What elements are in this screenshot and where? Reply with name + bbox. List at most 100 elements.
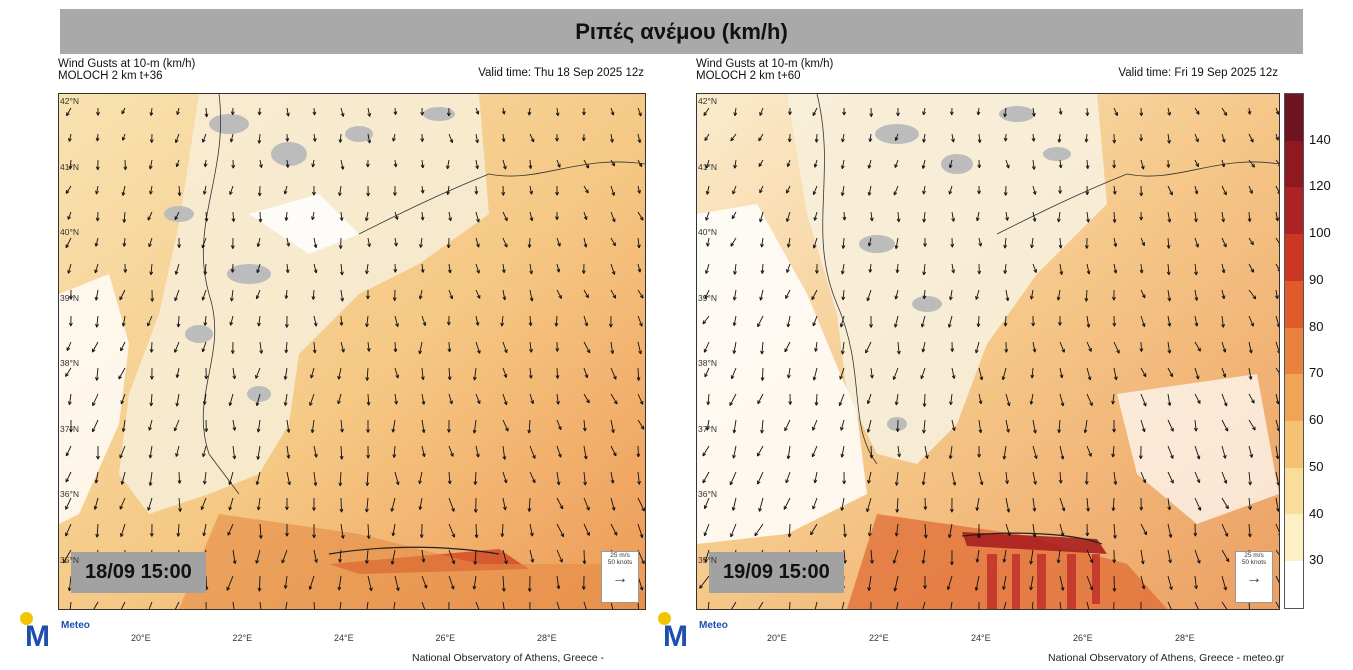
- wind-arrow: [1113, 211, 1116, 223]
- wind-arrow: [1248, 107, 1251, 115]
- wind-arrow: [1005, 289, 1009, 301]
- colorbar-swatch: [1285, 187, 1303, 235]
- colorbar-swatch: [1285, 561, 1303, 608]
- wind-arrow-head: [1194, 190, 1199, 195]
- wind-arrow: [1248, 289, 1257, 300]
- wind-arrow: [256, 263, 261, 273]
- wind-arrow-head: [1002, 558, 1007, 563]
- wind-arrow-head: [978, 429, 983, 434]
- wind-arrow: [92, 393, 99, 406]
- wind-arrow: [313, 471, 317, 486]
- wind-arrow-head: [147, 216, 152, 221]
- wind-arrow-head: [418, 350, 423, 355]
- wind-arrow: [556, 497, 564, 510]
- colorbar-swatch: [1285, 421, 1303, 468]
- wind-arrow: [149, 445, 153, 459]
- wind-arrow: [704, 549, 710, 563]
- wind-arrow-head: [283, 585, 288, 589]
- wind-arrow-head: [1224, 532, 1229, 537]
- wind-arrow-head: [1003, 137, 1008, 142]
- wind-arrow: [951, 471, 956, 486]
- colorbar-label: 100: [1309, 225, 1331, 241]
- wind-arrow-head: [1250, 241, 1254, 246]
- wind-arrow-head: [946, 586, 951, 590]
- wind-arrow: [787, 315, 791, 328]
- wind-arrow-head: [556, 268, 561, 273]
- wind-arrow-head: [812, 244, 817, 249]
- wind-arrow: [1221, 367, 1226, 378]
- wind-arrow-head: [1031, 166, 1036, 170]
- wind-arrow: [893, 185, 899, 196]
- wind-arrow-head: [339, 508, 344, 513]
- wind-arrow-head: [1250, 138, 1254, 143]
- wind-arrow: [149, 159, 153, 170]
- wind-arrow-head: [529, 532, 534, 537]
- wind-arrow: [733, 315, 737, 326]
- wind-arrow-head: [177, 480, 182, 484]
- wind-arrow-head: [610, 350, 615, 354]
- wind-arrow: [787, 445, 791, 459]
- wind-arrow: [1221, 393, 1228, 407]
- wind-arrow: [1057, 549, 1061, 564]
- lon-label: 22°E: [232, 633, 253, 643]
- wind-arrow-head: [974, 586, 979, 591]
- panel-1-legend-speed: 25 m/s: [610, 552, 630, 559]
- wind-arrow: [1275, 367, 1279, 374]
- wind-arrow: [502, 471, 507, 484]
- panel-1-legend-knots: 50 knots: [607, 559, 633, 566]
- wind-arrow: [868, 185, 872, 196]
- wind-arrow-head: [286, 112, 290, 117]
- wind-arrow: [1032, 445, 1038, 459]
- wind-arrow-head: [1250, 322, 1254, 327]
- wind-arrow: [759, 107, 764, 116]
- wind-arrow-head: [420, 138, 425, 142]
- wind-arrow: [787, 237, 791, 248]
- wind-arrow: [122, 315, 126, 327]
- wind-arrow-head: [1221, 295, 1226, 300]
- wind-arrow: [1059, 445, 1064, 460]
- wind-arrow: [951, 211, 955, 222]
- map-panel-2[interactable]: 19/09 15:00 25 m/s 50 knots →: [696, 93, 1280, 610]
- wind-arrow-head: [1222, 454, 1227, 459]
- wind-arrow-head: [612, 452, 617, 457]
- wind-arrow: [229, 185, 234, 195]
- wind-arrow-head: [1030, 244, 1034, 249]
- wind-arrow-head: [502, 296, 507, 301]
- wind-arrow-head: [1060, 532, 1065, 537]
- wind-arrow-head: [1142, 373, 1147, 378]
- wind-arrow-head: [1167, 402, 1172, 406]
- wind-arrow: [178, 185, 181, 196]
- wind-arrow-head: [1247, 110, 1252, 115]
- wind-arrow-head: [201, 244, 206, 249]
- wind-arrow: [1004, 315, 1007, 327]
- wind-arrow-head: [950, 348, 955, 352]
- wind-arrow: [815, 393, 818, 406]
- wind-arrow: [1221, 471, 1227, 484]
- wind-arrow: [1140, 315, 1145, 327]
- wind-arrow: [757, 445, 764, 457]
- wind-arrow-head: [636, 244, 641, 249]
- wind-arrow-head: [640, 425, 645, 430]
- wind-arrow-head: [175, 163, 180, 168]
- wind-arrow: [583, 159, 590, 169]
- wind-arrow-head: [256, 506, 261, 511]
- map-panel-1[interactable]: 18/09 15:00 25 m/s 50 knots →: [58, 93, 646, 610]
- wind-arrow-head: [1197, 347, 1201, 352]
- map-1-coastline: [202, 94, 240, 495]
- wind-arrow-head: [1167, 218, 1172, 223]
- wind-arrow: [950, 393, 953, 405]
- wind-arrow-head: [947, 534, 952, 539]
- wind-arrow-head: [418, 480, 422, 485]
- wind-arrow-head: [1194, 271, 1198, 276]
- wind-arrow-head: [283, 376, 288, 380]
- wind-arrow: [1194, 575, 1197, 589]
- wind-arrow-head: [420, 376, 425, 381]
- wind-arrow-head: [1006, 508, 1011, 513]
- wind-arrow: [150, 263, 153, 275]
- wind-arrow: [448, 393, 453, 405]
- wind-arrow-head: [1086, 218, 1090, 223]
- wind-arrow-head: [924, 455, 929, 459]
- map-2-ionian-calm: [697, 204, 867, 544]
- wind-arrow-head: [393, 348, 398, 353]
- wind-arrow: [286, 237, 290, 247]
